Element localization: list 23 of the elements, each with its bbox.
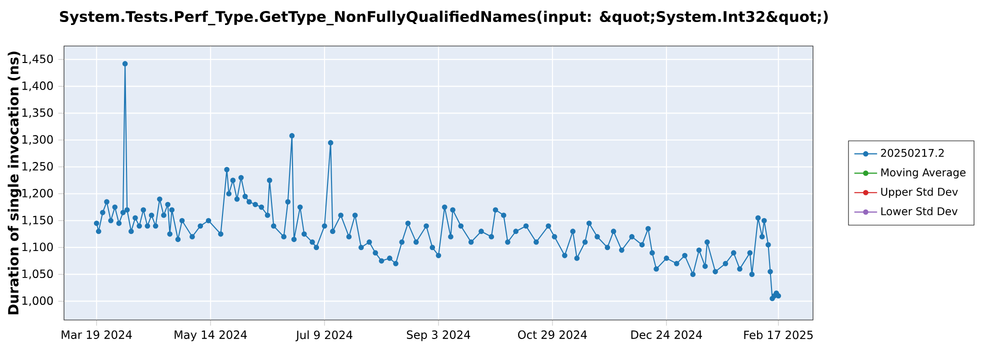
x-tick-label: May 14 2024 (174, 330, 247, 342)
x-tick-label: Mar 19 2024 (62, 330, 132, 339)
x-tick-label: Feb 17 2025 (744, 330, 813, 340)
chart-title: System.Tests.Perf_Type.GetType_NonFullyQualifiedNames(input: &quot;System.Int32&quot;) (60, 10, 828, 26)
y-tick-label: 1,450 (22, 54, 53, 64)
y-tick-label: 1,000 (22, 296, 53, 306)
y-tick-label: 1,300 (22, 135, 53, 145)
x-tick-label: Jul 9 2024 (295, 330, 352, 342)
legend-label: Upper Std Dev (881, 188, 958, 198)
y-tick-label: 1,050 (22, 269, 53, 280)
x-tick-label: Dec 24 2024 (631, 330, 702, 339)
y-axis-title: Duration of single invocation (ns) (8, 52, 22, 314)
x-tick-label: Sep 3 2024 (406, 330, 470, 342)
y-tick-label: 1,150 (22, 216, 53, 226)
legend-label: Moving Average (881, 168, 966, 178)
legend-label: 20250217.2 (881, 148, 944, 157)
y-tick-label: 1,100 (22, 242, 53, 252)
y-tick-label: 1,350 (22, 108, 53, 118)
y-tick-label: 1,250 (22, 162, 53, 172)
x-tick-label: Oct 29 2024 (518, 330, 587, 339)
y-tick-label: 1,400 (22, 81, 53, 92)
y-tick-label: 1,200 (22, 188, 53, 199)
legend-label: Lower Std Dev (881, 207, 958, 216)
